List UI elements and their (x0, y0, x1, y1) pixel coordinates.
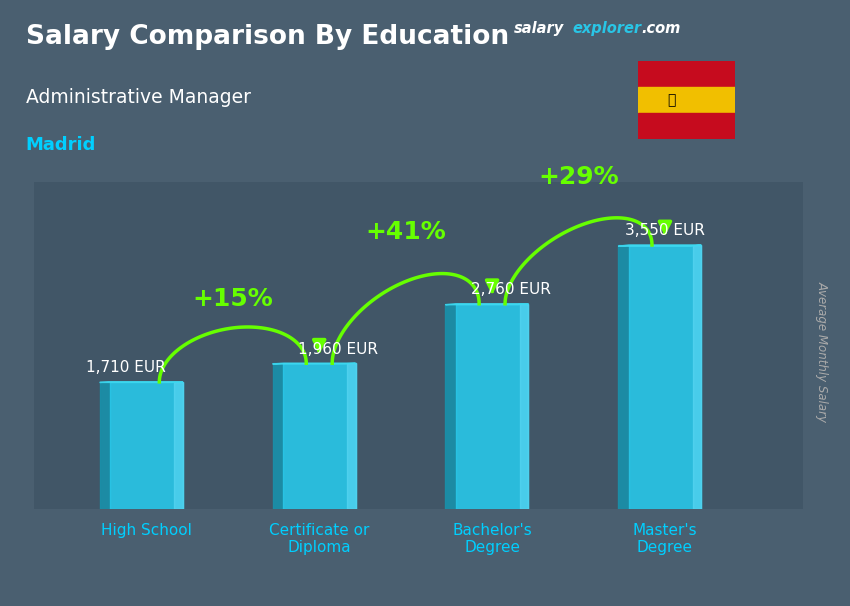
Polygon shape (618, 245, 701, 246)
Bar (174, 382, 183, 509)
Text: 1,960 EUR: 1,960 EUR (298, 342, 378, 356)
Bar (110, 382, 183, 509)
Text: 3,550 EUR: 3,550 EUR (625, 224, 705, 238)
Bar (629, 245, 701, 509)
Bar (638, 61, 735, 87)
Text: +15%: +15% (192, 287, 273, 311)
Polygon shape (273, 363, 355, 364)
Text: 1,710 EUR: 1,710 EUR (86, 360, 166, 375)
Polygon shape (445, 304, 529, 305)
Text: Salary Comparison By Education: Salary Comparison By Education (26, 24, 508, 50)
Polygon shape (99, 382, 110, 509)
Text: Madrid: Madrid (26, 136, 96, 155)
Polygon shape (618, 245, 629, 509)
Bar (519, 304, 529, 509)
Text: +41%: +41% (366, 220, 446, 244)
Bar (283, 363, 355, 509)
Bar (638, 113, 735, 139)
Text: Average Monthly Salary: Average Monthly Salary (816, 281, 829, 422)
Text: explorer: explorer (572, 21, 641, 36)
Text: .com: .com (642, 21, 681, 36)
Polygon shape (445, 304, 456, 509)
Text: 🛡: 🛡 (667, 93, 676, 107)
Text: 2,760 EUR: 2,760 EUR (472, 282, 551, 297)
Bar (693, 245, 701, 509)
Text: salary: salary (514, 21, 564, 36)
Text: +29%: +29% (538, 165, 619, 189)
Polygon shape (273, 363, 283, 509)
Bar (638, 87, 735, 113)
Bar (456, 304, 529, 509)
Text: Administrative Manager: Administrative Manager (26, 88, 251, 107)
Bar (347, 363, 355, 509)
